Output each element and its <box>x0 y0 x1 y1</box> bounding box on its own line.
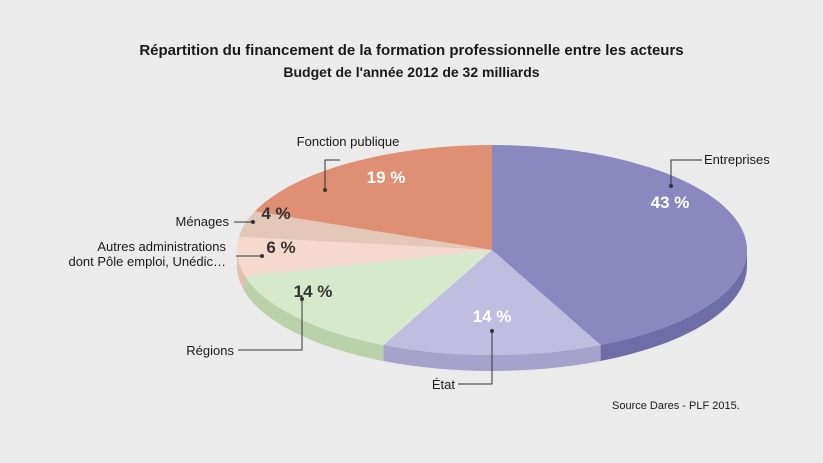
pie-slice-fonction-publique <box>254 145 492 250</box>
value-label-fonction-publique: 19 % <box>367 168 406 187</box>
leader-dot-fonction-publique <box>323 188 327 192</box>
leader-dot-etat <box>490 329 494 333</box>
leader-line-entreprises <box>670 159 702 186</box>
chart-subtitle: Budget de l'année 2012 de 32 milliards <box>283 64 540 80</box>
value-label-regions: 14 % <box>294 282 333 301</box>
pie-slice-entreprises <box>492 145 748 346</box>
pie-slice-etat <box>383 250 601 355</box>
value-label-menages: 4 % <box>261 204 290 223</box>
category-label-regions: Régions <box>186 343 234 358</box>
leader-line-etat <box>458 331 493 385</box>
pie-side-regions <box>245 276 384 362</box>
leader-line-fonction-publique <box>324 159 340 190</box>
leader-dot-menages <box>251 220 255 224</box>
category-label-entreprises: Entreprises <box>704 152 770 167</box>
chart-title: Répartition du financement de la formati… <box>139 42 684 59</box>
category-label-fonction-publique: Fonction publique <box>297 134 400 149</box>
category-label-etat: État <box>432 377 456 392</box>
pie-side-entreprises <box>600 250 747 362</box>
pie-slice-autres-administrations <box>237 236 492 277</box>
pie-slice-menages <box>239 211 492 250</box>
leader-dot-entreprises <box>669 184 673 188</box>
source-note: Source Dares - PLF 2015. <box>612 400 740 412</box>
pie-slice-regions <box>245 250 492 346</box>
pie-side-autres-administrations <box>237 250 246 293</box>
leader-line-regions <box>238 299 303 351</box>
leader-dot-autres-administrations <box>260 254 264 258</box>
value-label-autres-administrations: 6 % <box>266 238 295 257</box>
category-label-menages: Ménages <box>176 214 230 229</box>
category-label-autres-administrations: Autres administrations dont Pôle emploi, … <box>68 239 226 269</box>
value-label-entreprises: 43 % <box>651 193 690 212</box>
value-label-etat: 14 % <box>473 307 512 326</box>
leader-dot-regions <box>300 297 304 301</box>
